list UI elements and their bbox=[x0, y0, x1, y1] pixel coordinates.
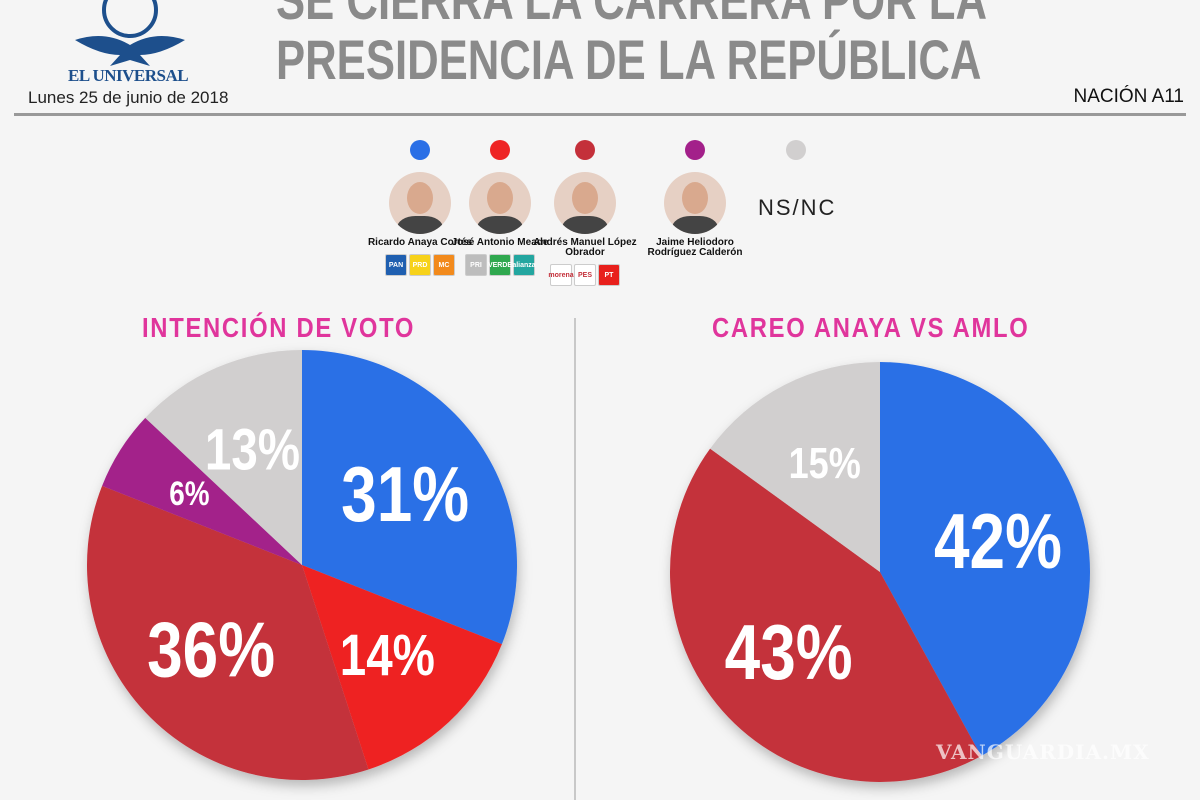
legend-color-dot bbox=[490, 140, 510, 160]
candidate-photo bbox=[554, 172, 616, 234]
pie-slice-amlo bbox=[670, 448, 982, 783]
pie-slice-meade bbox=[302, 565, 502, 770]
pie-slice-nsnc bbox=[710, 362, 880, 572]
headline-line-2: PRESIDENCIA DE LA REPÚBLICA bbox=[276, 28, 982, 91]
candidate-photo bbox=[389, 172, 451, 234]
candidate-name: Andrés Manuel López Obrador bbox=[533, 237, 637, 258]
pie-slice-anaya bbox=[880, 362, 1091, 757]
legend-nsnc-label: NS/NC bbox=[758, 195, 837, 220]
party-logo-icon: PES bbox=[574, 264, 596, 286]
legend-item-candidate: José Antonio Meade PRI VERDE alianza bbox=[445, 140, 555, 276]
watermark: VANGUARDIA.MX bbox=[936, 740, 1150, 764]
party-logo-icon: PRD bbox=[409, 254, 431, 276]
legend-color-dot bbox=[575, 140, 595, 160]
pie-label-bronco: 6% bbox=[169, 474, 209, 512]
party-logos: PAN PRD MC bbox=[365, 254, 475, 276]
el-universal-eagle-logo bbox=[75, 0, 185, 66]
party-logos: morena PES PT bbox=[530, 264, 640, 286]
chart-divider bbox=[574, 318, 576, 800]
pie-label-amlo: 43% bbox=[725, 609, 853, 696]
pie-chart-1 bbox=[86, 350, 517, 781]
party-logo-icon: alianza bbox=[512, 254, 536, 276]
party-logo-icon: PT bbox=[598, 264, 620, 286]
pie-label-anaya: 42% bbox=[934, 498, 1062, 585]
pie-label-meade: 14% bbox=[340, 624, 435, 689]
party-logo-icon: MC bbox=[433, 254, 455, 276]
legend-item-candidate: Jaime Heliodoro Rodríguez Calderón bbox=[640, 140, 750, 264]
header-rule bbox=[14, 113, 1186, 116]
pie-slice-anaya bbox=[302, 350, 517, 645]
pie-label-nsnc: 13% bbox=[205, 418, 300, 483]
candidate-photo bbox=[469, 172, 531, 234]
candidate-name: José Antonio Meade bbox=[451, 237, 549, 248]
pie-label-nsnc: 15% bbox=[789, 439, 861, 488]
chart-title-intencion: INTENCIÓN DE VOTO bbox=[142, 312, 416, 343]
candidate-name: Ricardo Anaya Cortés bbox=[367, 237, 473, 248]
pie-slice-bronco bbox=[102, 417, 302, 565]
pie-chart-2 bbox=[670, 362, 1091, 783]
pie-slice-amlo bbox=[86, 485, 369, 781]
party-logo-icon: morena bbox=[548, 264, 574, 286]
candidate-photo bbox=[664, 172, 726, 234]
candidate-name: Jaime Heliodoro Rodríguez Calderón bbox=[647, 237, 743, 258]
legend-color-dot bbox=[786, 140, 806, 160]
pie-label-amlo: 36% bbox=[147, 607, 275, 694]
legend-item-nsnc bbox=[741, 140, 851, 160]
publication-date: Lunes 25 de junio de 2018 bbox=[28, 88, 229, 107]
party-logo-icon: PRI bbox=[465, 254, 487, 276]
section-label: NACIÓN A11 bbox=[1073, 86, 1184, 107]
legend-item-candidate: Ricardo Anaya Cortés PAN PRD MC bbox=[365, 140, 475, 276]
legend-color-dot bbox=[685, 140, 705, 160]
pie-label-anaya: 31% bbox=[341, 451, 469, 538]
party-logo-icon: PAN bbox=[385, 254, 407, 276]
headline-line-1: SE CIERRA LA CARRERA POR LA bbox=[276, 0, 987, 30]
logo-text: EL UNIVERSAL bbox=[68, 66, 189, 85]
legend-color-dot bbox=[410, 140, 430, 160]
headline: SE CIERRA LA CARRERA POR LA PRESIDENCIA … bbox=[276, 0, 987, 90]
legend-item-candidate: Andrés Manuel López Obrador morena PES PT bbox=[530, 140, 640, 286]
party-logo-icon: VERDE bbox=[488, 254, 512, 276]
party-logos: PRI VERDE alianza bbox=[445, 254, 555, 276]
chart-title-careo: CAREO ANAYA VS AMLO bbox=[712, 312, 1030, 343]
pie-slice-nsnc bbox=[145, 350, 302, 565]
